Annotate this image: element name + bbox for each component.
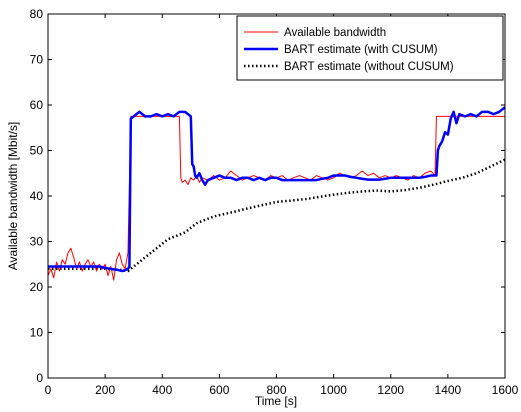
x-tick-label: 1600 bbox=[492, 383, 519, 397]
y-axis-label: Available bandwidth [Mbit/s] bbox=[6, 122, 20, 271]
series-line-bart-estimate-with-cusum bbox=[48, 106, 506, 273]
x-tick-label: 1200 bbox=[377, 383, 404, 397]
legend-label-bart-with-cusum: BART estimate (with CUSUM) bbox=[284, 44, 438, 56]
x-tick-label: 600 bbox=[209, 383, 229, 397]
x-tick-label: 0 bbox=[45, 383, 52, 397]
legend-label-bart-without-cusum: BART estimate (without CUSUM) bbox=[284, 61, 454, 73]
x-tick-label: 400 bbox=[152, 383, 172, 397]
legend-box bbox=[236, 15, 504, 81]
y-tick-label: 50 bbox=[30, 144, 44, 158]
y-axis: 0 10 20 30 40 50 60 70 80 bbox=[30, 7, 505, 385]
x-tick-label: 200 bbox=[95, 383, 115, 397]
y-tick-label: 40 bbox=[30, 189, 44, 203]
x-tick-label: 1400 bbox=[435, 383, 462, 397]
x-axis-label: Time [s] bbox=[255, 394, 297, 408]
y-tick-label: 0 bbox=[36, 371, 43, 385]
x-tick-label: 1000 bbox=[320, 383, 347, 397]
y-tick-label: 30 bbox=[30, 235, 44, 249]
y-tick-label: 10 bbox=[30, 326, 44, 340]
legend: Available bandwidth BART estimate (with … bbox=[236, 15, 504, 81]
x-axis: 0 200 400 600 800 1000 1200 1400 1600 bbox=[45, 14, 519, 397]
y-tick-label: 20 bbox=[30, 280, 44, 294]
plot-area bbox=[47, 106, 506, 281]
legend-label-available-bandwidth: Available bandwidth bbox=[284, 27, 386, 39]
y-tick-label: 70 bbox=[30, 53, 44, 67]
y-tick-label: 60 bbox=[30, 98, 44, 112]
series-line-bart-estimate-without-cusum bbox=[48, 158, 506, 273]
y-tick-label: 80 bbox=[30, 7, 44, 21]
x-tick-label: 800 bbox=[266, 383, 286, 397]
